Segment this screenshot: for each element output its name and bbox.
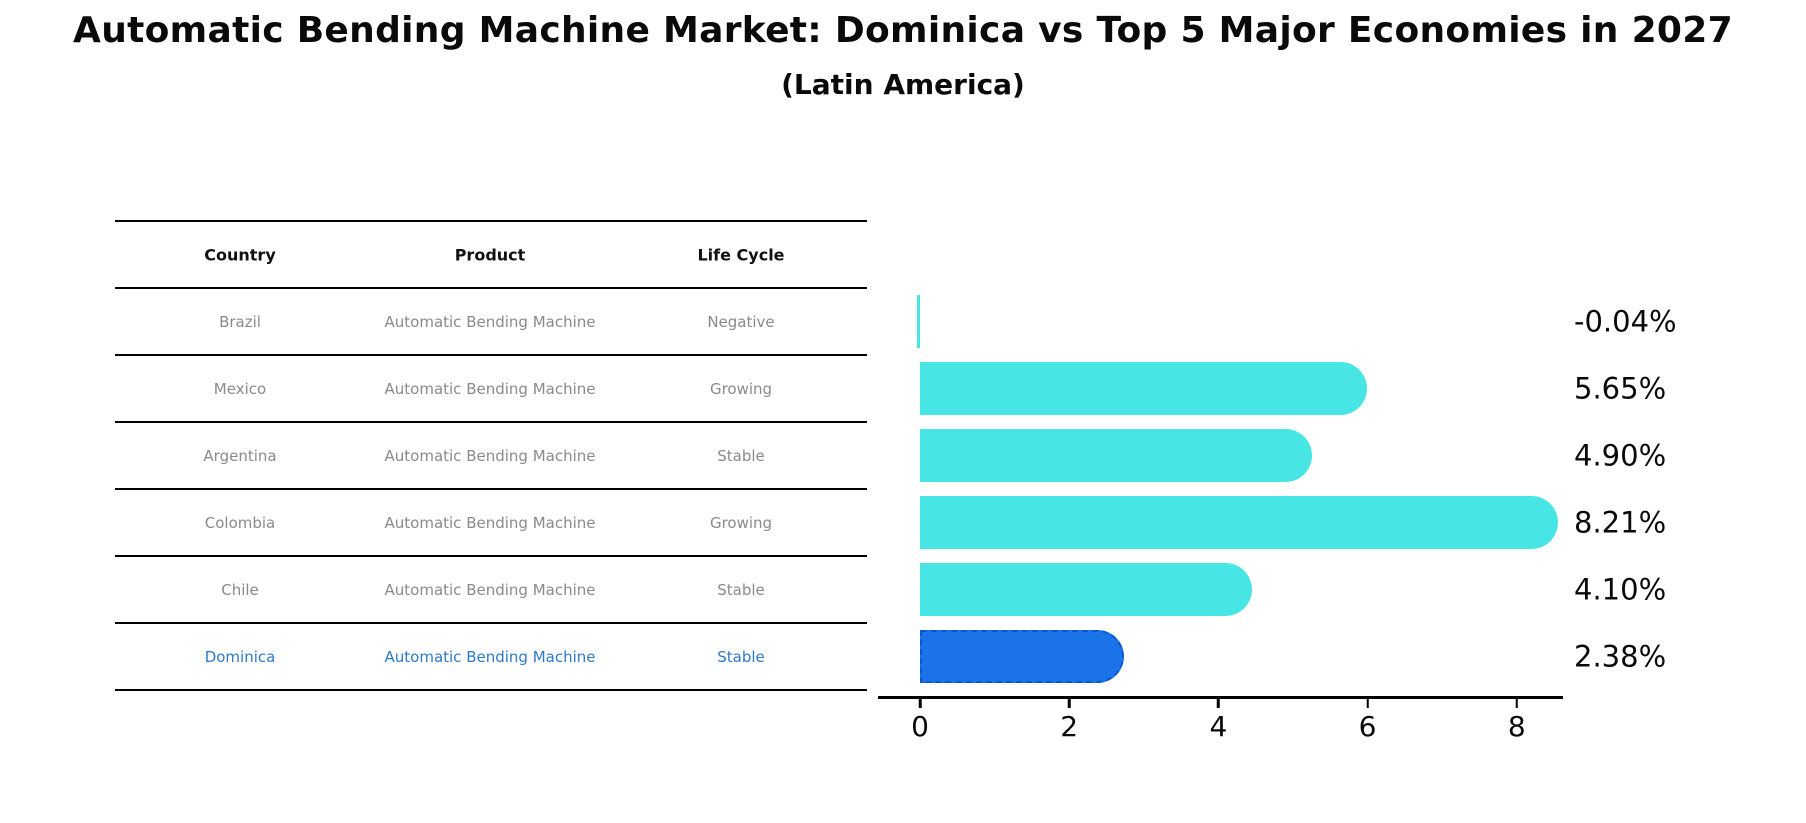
table-cell-country: Brazil	[219, 312, 261, 331]
table-rule	[115, 487, 867, 491]
table-header-life-cycle: Life Cycle	[697, 245, 785, 264]
table-cell-life_cycle: Stable	[717, 446, 765, 465]
x-axis-tick	[918, 697, 922, 708]
table-cell-country: Mexico	[213, 379, 267, 398]
value-label-dominica: 2.38%	[1574, 638, 1667, 673]
table-cell-country: Chile	[221, 580, 259, 599]
table-cell-product: Automatic Bending Machine	[384, 580, 596, 599]
x-axis-tick	[1515, 697, 1519, 708]
table-cell-life_cycle: Stable	[717, 647, 765, 666]
value-label-brazil: -0.04%	[1574, 303, 1677, 338]
table-rule	[115, 688, 867, 692]
table-rule	[115, 420, 867, 424]
table-rule	[115, 219, 867, 223]
table-header-product: Product	[454, 245, 526, 264]
table-cell-country: Colombia	[204, 513, 276, 532]
x-axis-tick-label: 6	[1358, 710, 1377, 743]
table-cell-country: Dominica	[204, 647, 276, 666]
bar-brazil	[916, 295, 920, 348]
x-axis-tick-label: 4	[1209, 710, 1228, 743]
bar-argentina	[920, 429, 1312, 482]
x-axis-tick-label: 2	[1060, 710, 1079, 743]
table-rule	[115, 621, 867, 625]
table-rule	[115, 353, 867, 357]
x-axis-tick	[1217, 697, 1220, 708]
table-cell-product: Automatic Bending Machine	[384, 379, 596, 398]
value-label-mexico: 5.65%	[1574, 370, 1667, 405]
bar-dominica	[920, 630, 1124, 683]
table-header-country: Country	[204, 245, 276, 264]
table-rule	[115, 554, 867, 558]
x-axis-tick-label: 0	[911, 710, 929, 743]
table-cell-life_cycle: Growing	[709, 379, 773, 398]
bar-chile	[920, 563, 1252, 616]
chart-subtitle: (Latin America)	[781, 68, 1025, 101]
table-cell-life_cycle: Growing	[709, 513, 773, 532]
table-cell-country: Argentina	[203, 446, 277, 465]
bar-mexico	[920, 362, 1368, 415]
x-axis-tick-label: 8	[1507, 710, 1526, 743]
table-cell-life_cycle: Negative	[707, 312, 775, 331]
x-axis-line	[878, 695, 1563, 699]
table-cell-life_cycle: Stable	[717, 580, 765, 599]
table-cell-product: Automatic Bending Machine	[384, 647, 596, 666]
x-axis-tick	[1366, 697, 1369, 708]
value-label-chile: 4.10%	[1574, 571, 1667, 606]
bar-colombia	[920, 496, 1559, 549]
table-cell-product: Automatic Bending Machine	[384, 513, 596, 532]
value-label-colombia: 8.21%	[1574, 504, 1667, 539]
table-cell-product: Automatic Bending Machine	[384, 446, 596, 465]
chart-title: Automatic Bending Machine Market: Domini…	[73, 10, 1733, 51]
x-axis-tick	[1067, 697, 1071, 708]
table-cell-product: Automatic Bending Machine	[384, 312, 596, 331]
value-label-argentina: 4.90%	[1574, 437, 1667, 472]
table-rule	[115, 286, 867, 290]
